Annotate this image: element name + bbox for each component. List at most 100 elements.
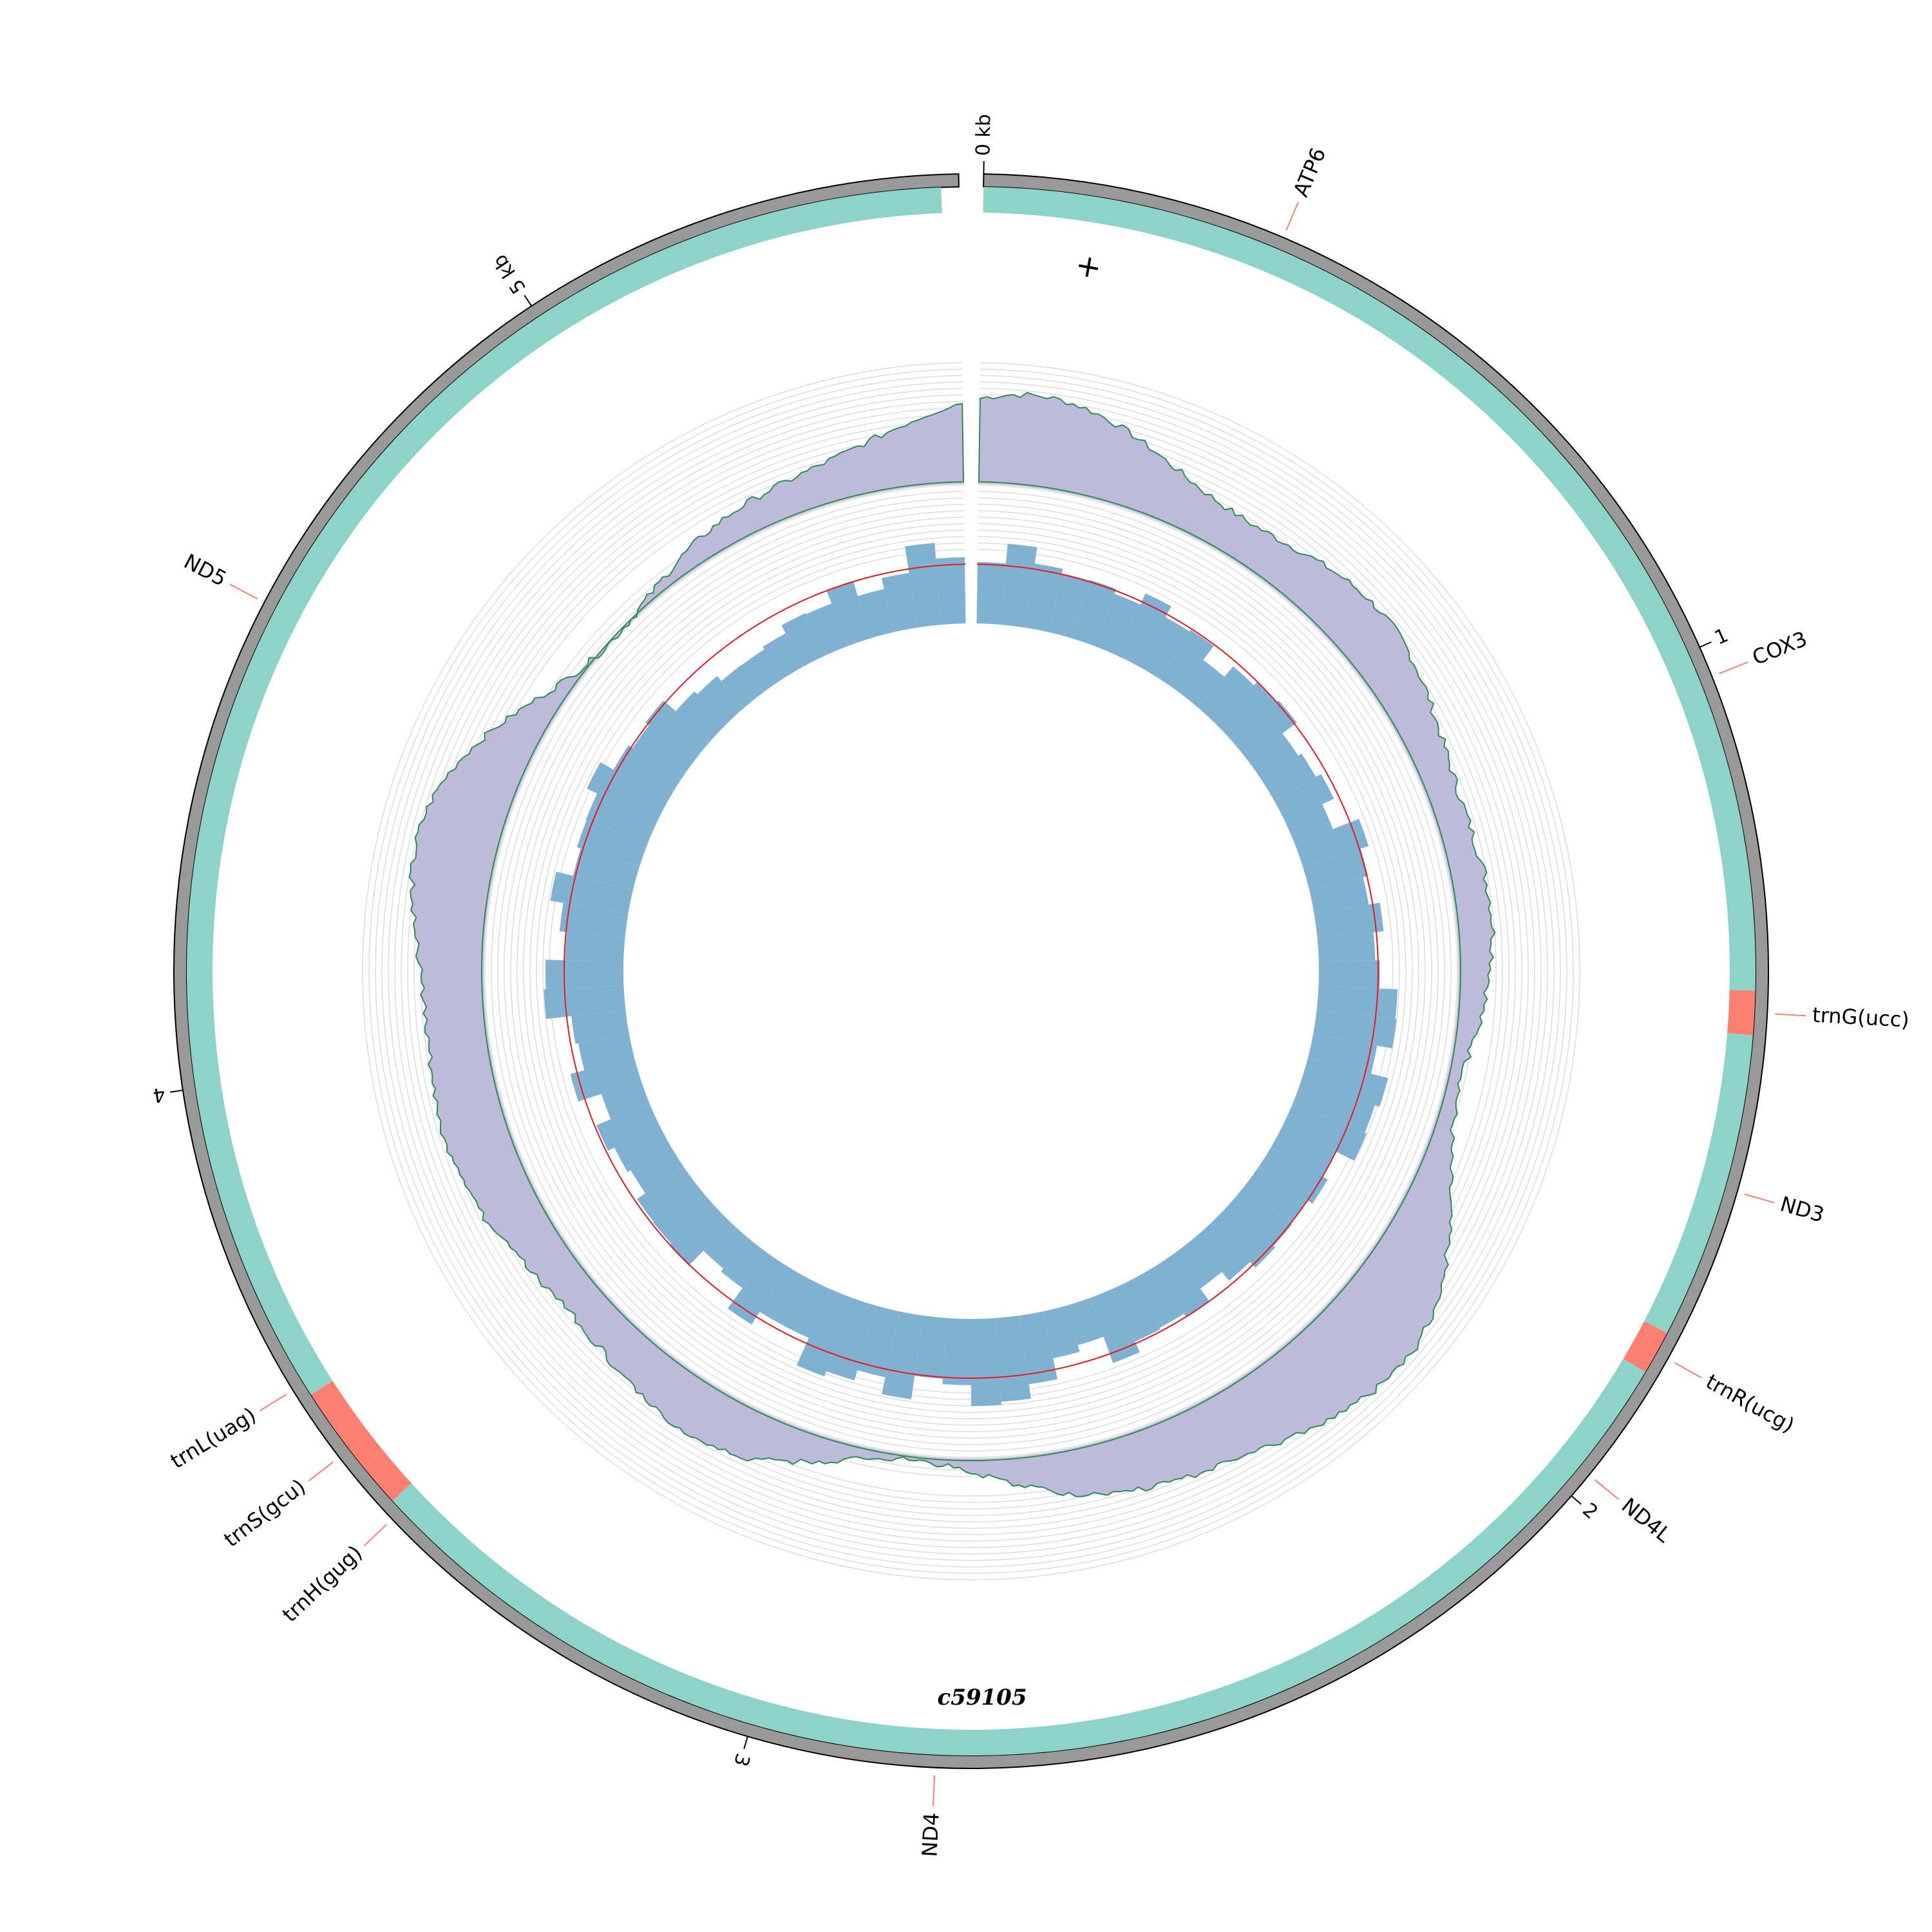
gc-skew-track [544,542,1398,1406]
gene-cox3 [1509,418,1756,991]
skew-bar [630,1146,684,1193]
skew-bar [1072,580,1117,647]
skew-bar [596,1103,659,1151]
skew-bar [1318,960,1380,989]
skew-bar [1271,1125,1336,1177]
skew-bar [587,762,668,822]
tick-mark [169,1089,184,1093]
tick-mark [1571,1495,1582,1505]
grid-ring [484,484,1458,1458]
skew-bar [881,573,918,632]
skew-bar [762,633,804,679]
skew-bar [1159,629,1214,693]
skew-bar [905,542,942,628]
gene-trns-gcu [336,1416,384,1467]
grid-ring [536,536,1406,1406]
skew-bar [668,1205,731,1266]
skew-bar [576,820,648,867]
skew-bar [995,1315,1031,1402]
tick-label: 1 [1711,624,1732,650]
skew-bar [942,1318,971,1385]
skew-bar [559,903,629,938]
grid-ring [510,510,1432,1432]
gene-label: trnS(gcu) [219,1474,310,1552]
skew-bar [826,1298,876,1381]
skew-bar [565,932,625,962]
skew-bar [1309,877,1369,914]
skew-bar [1066,1298,1104,1345]
grid-ring [516,516,1426,1426]
gene-label-line [1719,661,1748,674]
tick-label: 3 [729,1751,754,1769]
strand-indicator: + [1073,247,1104,287]
skew-bar [1293,1081,1376,1133]
gene-label-line [1674,1362,1702,1379]
mean-line [563,564,1379,1379]
skew-bar [857,589,894,639]
skew-bar [697,676,744,724]
gene-label-line [1775,1013,1806,1017]
tick-mark [524,294,533,307]
skew-bar [550,871,633,914]
skew-bar [545,960,624,990]
skew-bar [971,1318,1001,1406]
skew-bar [1211,1205,1276,1268]
skew-bar [914,1315,947,1379]
tick-label: 4 [151,1083,167,1106]
gene-nd4l [1482,1359,1645,1551]
tick-mark [1699,641,1712,648]
tick-label: 2 [1578,1499,1602,1524]
gene-label: ND4 [917,1812,943,1858]
gene-label-line [260,1394,287,1412]
skew-bar [571,1010,629,1044]
skew-bar [1094,593,1141,656]
gene-label: trnL(uag) [166,1403,260,1473]
grid-ring [401,401,1542,1542]
gene-label-line [1744,1193,1775,1204]
gene-label: COX3 [1749,627,1811,670]
gene-label-line [363,1524,387,1547]
gene-label-line [933,1775,936,1806]
gene-label: trnH(gug) [278,1540,367,1627]
tick-mark [743,1736,748,1749]
skew-bar [1301,1057,1388,1107]
grid-ring [368,368,1574,1574]
grid-rings [362,362,1580,1580]
skew-bar [1283,1103,1367,1161]
skew-bar [637,1167,698,1222]
skew-bar [727,1253,788,1325]
skew-bar [1294,819,1369,867]
skew-bar [1154,1253,1209,1317]
skew-bar [652,1186,714,1244]
skew-bar [1285,804,1333,844]
skew-bar [797,1289,853,1377]
gene-nd3 [1644,1033,1753,1333]
skew-bar [936,557,966,625]
grid-ring [542,542,1400,1400]
skew-bar [1133,1266,1184,1328]
skew-bar [1198,666,1255,724]
gene-label-line [229,583,258,600]
skew-bar [742,649,783,693]
gene-label-line [308,1461,334,1482]
skew-bar [1261,753,1316,800]
gene-label: ND4L [1617,1493,1676,1547]
skew-bar [857,1305,900,1378]
skew-bar [1317,932,1376,962]
gene-trnl-uag [310,1381,357,1432]
skew-bar [721,664,764,708]
tick-label: 0 kb [972,114,995,156]
skew-bar [578,1034,634,1071]
skew-bar [585,793,658,844]
grid-ring [491,491,1452,1452]
grid-ring [529,529,1413,1413]
skew-bar [1138,617,1190,679]
skew-bar [676,691,727,742]
skew-bar [806,603,848,656]
skew-bar [1228,1186,1293,1246]
gene-label: ND5 [180,549,231,591]
gene-trnr-ucg [1623,1321,1667,1372]
gene-label-line [1285,202,1299,231]
gene-label: trnR(ucg) [1702,1369,1799,1438]
